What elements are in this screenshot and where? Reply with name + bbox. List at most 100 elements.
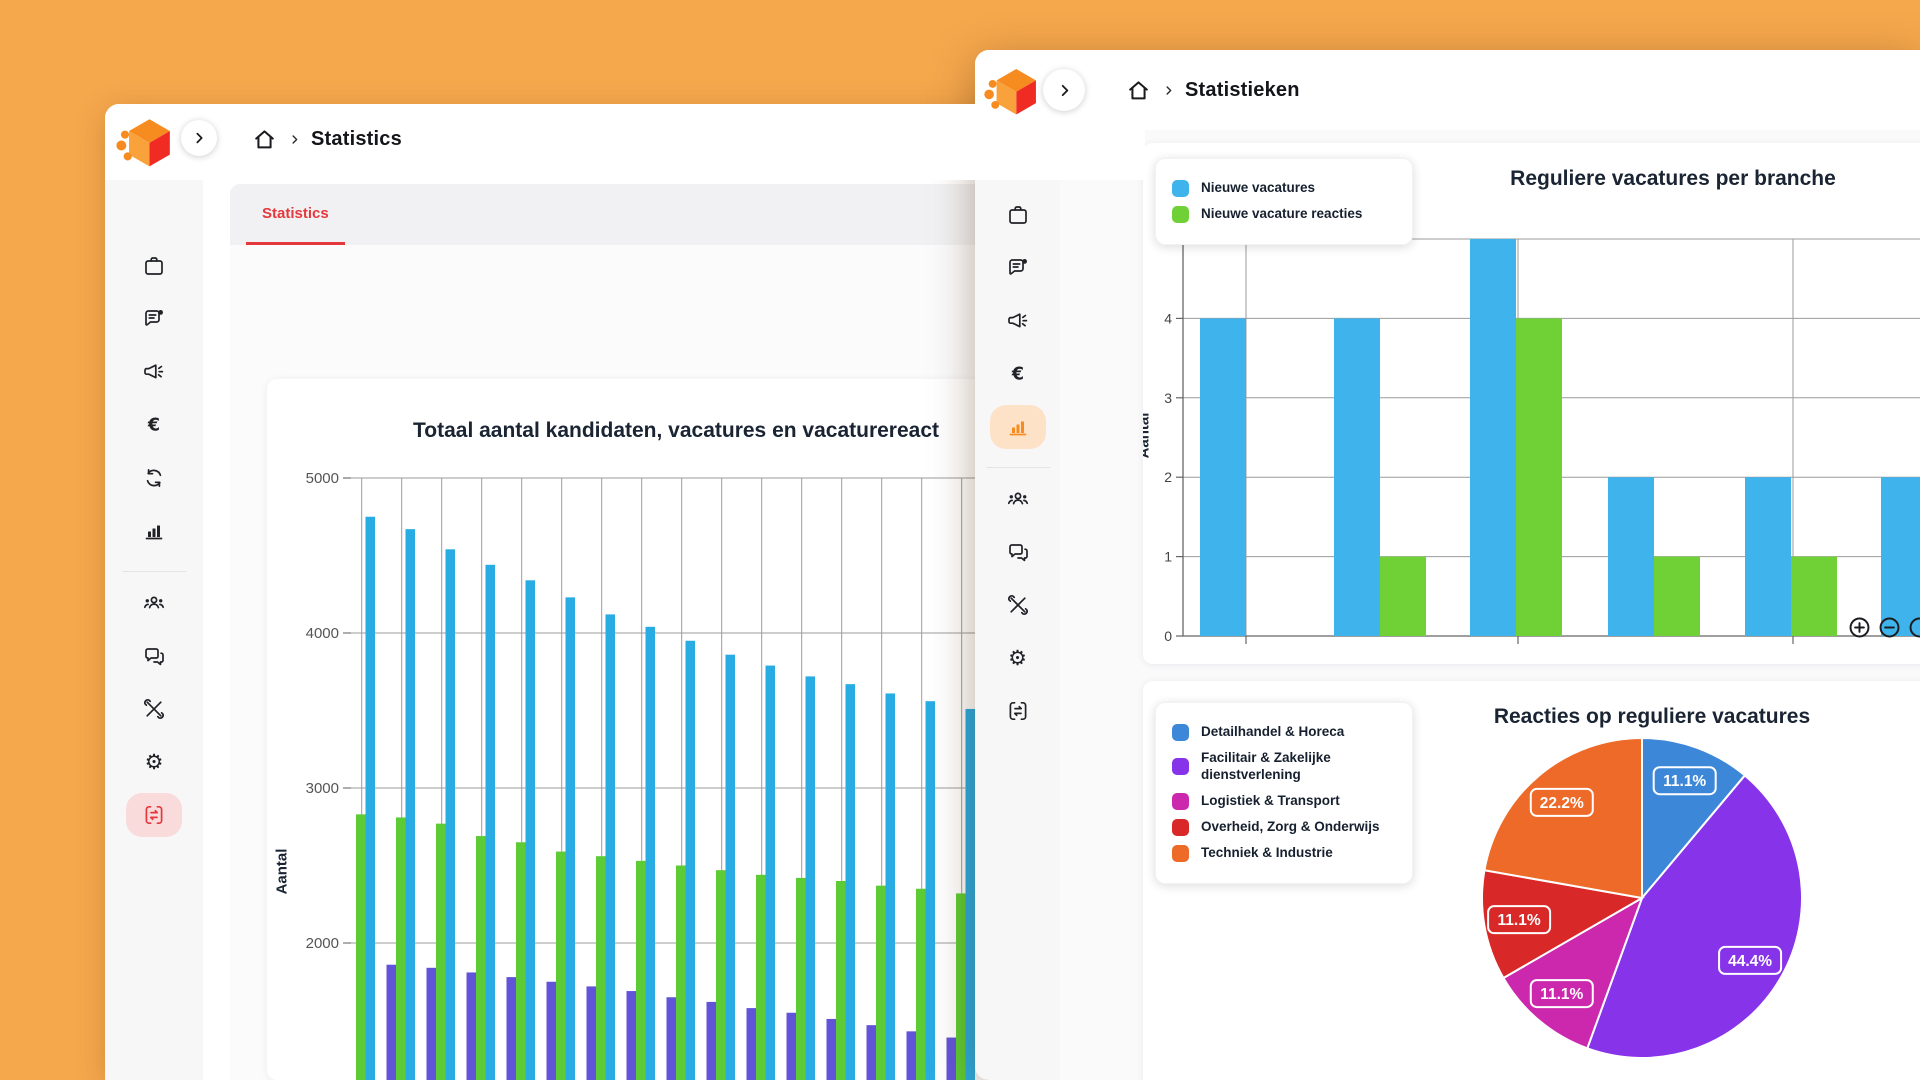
sidebar-item-megaphone[interactable] [126,350,182,394]
branch-bar-chart: 012345Bouw & GroenDetailhandel & HorecaL… [1164,231,1920,644]
sidebar-item-feed[interactable] [126,297,182,341]
sidebar-item-chat[interactable] [990,530,1046,574]
sidebar-item-people[interactable] [990,477,1046,521]
svg-text:11.1%: 11.1% [1663,773,1706,790]
legend-label: Nieuwe vacatures [1201,180,1316,196]
bar-chart-title: Reguliere vacatures per branche [1510,167,1836,190]
chevron-right-icon [1061,84,1068,96]
branch-bar-chart-card: Nieuwe vacatures Nieuwe vacature reacties… [1143,143,1920,664]
people-icon [1007,492,1028,505]
pie-chart-card: Detailhandel & Horeca Facilitair & Zakeli… [1143,681,1920,1080]
svg-text:3: 3 [1164,390,1172,406]
front-sidebar: € ⚙ [975,130,1060,1080]
sidebar-item-swap[interactable] [126,793,182,837]
breadcrumb-separator-icon [288,133,301,146]
app-logo [983,62,1039,123]
sidebar-item-tools[interactable] [126,687,182,731]
sidebar-item-gear[interactable]: ⚙ [126,740,182,784]
feed-icon [145,310,163,326]
sidebar-item-feed[interactable] [990,246,1046,290]
legend-item[interactable]: Techniek & Industrie [1172,844,1396,862]
sidebar-item-euro[interactable]: € [990,352,1046,396]
sidebar-item-megaphone[interactable] [990,299,1046,343]
legend-item[interactable]: Nieuwe vacatures [1172,180,1396,197]
people-icon [143,596,165,609]
legend-item[interactable]: Detailhandel & Horeca [1172,724,1396,741]
sidebar-item-refresh[interactable] [126,456,182,500]
tools-icon [1007,595,1028,615]
svg-text:4000: 4000 [306,625,339,642]
svg-text:1: 1 [1164,549,1172,565]
zoom-reset-button[interactable] [1907,615,1920,640]
sidebar-divider [122,571,186,572]
sidebar-item-bar-chart[interactable] [126,509,182,553]
zoom-reset-icon [1909,617,1920,638]
svg-text:0: 0 [1164,628,1172,644]
briefcase-icon [145,257,163,275]
svg-text:22.2%: 22.2% [1540,795,1584,812]
sidebar-item-bar-chart[interactable] [989,405,1046,449]
swap-icon [1009,701,1026,721]
zoom-out-icon [1879,617,1900,638]
chevron-right-icon [196,132,203,144]
sidebar-item-gear[interactable]: ⚙ [990,636,1046,680]
bar-chart-icon [145,525,163,540]
breadcrumb: Statistieken [1125,74,1300,106]
back-chart-title: Totaal aantal kandidaten, vacatures en v… [413,419,940,442]
sidebar-item-briefcase[interactable] [990,193,1046,237]
home-icon[interactable] [251,126,278,153]
sidebar-item-tools[interactable] [990,583,1046,627]
svg-text:3000: 3000 [306,780,339,797]
chat-icon [145,648,164,666]
back-sidebar: € ⚙ [105,180,203,1080]
legend-swatch [1172,758,1189,776]
breadcrumb-separator-icon [1162,84,1175,97]
app-logo [115,112,173,175]
megaphone-icon [144,364,164,379]
euro-icon: € [1010,364,1023,384]
sidebar-collapse-button[interactable] [1043,69,1085,111]
legend-swatch [1172,180,1189,197]
sidebar-item-swap[interactable] [990,689,1046,733]
pie-chart-title: Reacties op reguliere vacatures [1493,705,1811,728]
megaphone-icon [1007,313,1027,328]
svg-text:€: € [147,415,160,435]
legend-label: Nieuwe vacature reacties [1201,206,1363,222]
chart-zoom-controls [1847,615,1920,640]
page-title: Statistics [311,127,402,150]
back-grouped-bar-chart: 5000 4000 3000 2000 [306,470,1145,1080]
svg-text:5000: 5000 [306,470,339,487]
euro-icon: € [147,415,160,435]
bar-chart-legend: Nieuwe vacatures Nieuwe vacature reacties [1155,158,1413,245]
zoom-out-button[interactable] [1877,615,1902,640]
statistieken-window-front: Statistieken € ⚙ Nieuwe vacatures Nieuwe v… [975,50,1920,1080]
legend-item[interactable]: Overheid, Zorg & Onderwijs [1172,818,1396,836]
legend-label: Overheid, Zorg & Onderwijs [1201,818,1380,834]
page-title: Statistieken [1185,78,1300,101]
briefcase-icon [1008,206,1027,224]
sidebar-item-chat[interactable] [126,634,182,678]
svg-text:11.1%: 11.1% [1498,912,1541,929]
svg-text:2: 2 [1164,469,1172,485]
swap-icon [145,805,163,825]
legend-item[interactable]: Logistiek & Transport [1172,792,1396,810]
sidebar-divider [985,467,1050,468]
legend-item[interactable]: Nieuwe vacature reacties [1172,206,1396,223]
feed-icon [1008,259,1027,275]
sidebar-item-people[interactable] [126,581,182,625]
gear-icon: ⚙ [1008,645,1027,670]
sidebar-item-euro[interactable]: € [126,403,182,447]
sidebar-item-briefcase[interactable] [126,244,182,288]
back-header: Statistics [105,104,1145,180]
legend-item[interactable]: Facilitair & Zakelijke dienstverlening [1172,750,1396,784]
legend-label: Facilitair & Zakelijke dienstverlening [1201,750,1331,782]
svg-text:4: 4 [1164,310,1172,326]
legend-swatch [1172,818,1189,836]
reacties-pie-chart: 11.1% 44.4% 11.1% 11.1% 22.2% [1481,736,1803,1059]
zoom-in-button[interactable] [1847,615,1872,640]
svg-text:2000: 2000 [306,935,339,952]
home-icon[interactable] [1125,77,1152,104]
sidebar-collapse-button[interactable] [181,120,217,156]
tab-statistics[interactable]: Statistics [246,184,345,245]
legend-label: Techniek & Industrie [1201,844,1333,860]
